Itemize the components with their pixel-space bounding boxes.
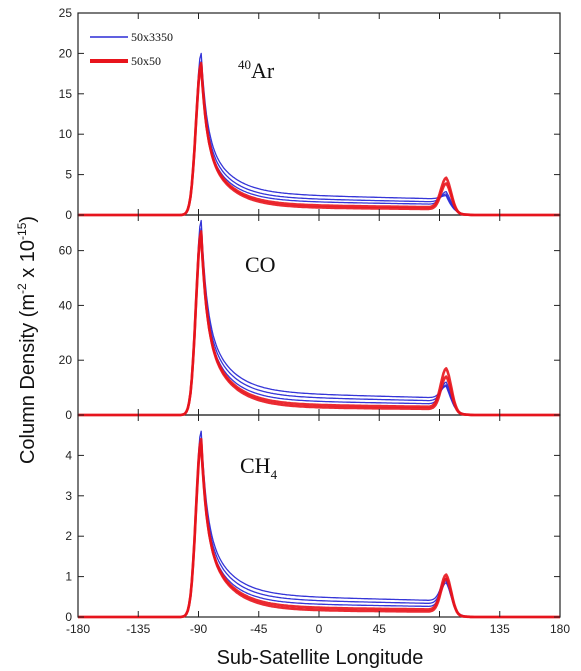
x-tick-label-4: 0 (316, 622, 323, 636)
series-line-co-4 (78, 230, 561, 417)
y-tick-label-co-1: 20 (59, 353, 73, 367)
x-tick-label-1: -135 (126, 622, 150, 636)
y-tick-label-ch4-4: 4 (65, 448, 72, 462)
x-tick-label-5: 45 (373, 622, 387, 636)
y-axis-title: Column Density (m-2 x 10-15) (15, 216, 39, 464)
series-line-co-3 (78, 232, 561, 417)
legend-label-50x50: 50x50 (131, 54, 161, 68)
y-tick-label-co-0: 0 (65, 408, 72, 422)
y-tick-label-ch4-2: 2 (65, 529, 72, 543)
x-tick-label-2: -90 (190, 622, 208, 636)
x-tick-label-0: -180 (66, 622, 90, 636)
series-line-co-1 (78, 228, 560, 416)
y-tick-label-argon-0: 0 (65, 208, 72, 222)
y-tick-label-argon-5: 25 (59, 6, 73, 20)
series-line-ch4-0 (78, 430, 560, 618)
y-axis-title-mid: x 10 (17, 240, 39, 283)
x-tick-label-3: -45 (250, 622, 268, 636)
axis-layer: 0 5 10 15 20 25 0 20 40 60 0 1 2 3 4 -180 -135 -90 -45 0 45 9… (59, 6, 571, 636)
y-tick-label-co-3: 60 (59, 244, 73, 258)
panel-frame-ch4 (77, 414, 561, 618)
panel-title-argon-main: Ar (251, 58, 275, 83)
x-axis-title: Sub-Satellite Longitude (217, 647, 424, 669)
series-line-argon-3 (78, 64, 561, 217)
series-line-argon-4 (78, 61, 561, 217)
y-tick-label-ch4-0: 0 (65, 610, 72, 624)
y-tick-label-argon-4: 20 (59, 46, 73, 60)
series-line-ch4-4 (78, 437, 561, 619)
panel-title-ch4-sub: 4 (271, 467, 278, 482)
y-axis-title-start: Column Density (m (17, 294, 39, 464)
y-tick-label-argon-3: 15 (59, 87, 73, 101)
y-tick-label-argon-2: 10 (59, 127, 73, 141)
series-layer (78, 52, 561, 619)
panel-title-ch4: CH4 (240, 453, 278, 482)
legend-label-50x3350: 50x3350 (131, 30, 173, 44)
y-tick-label-ch4-3: 3 (65, 489, 72, 503)
panel-title-co: CO (245, 252, 276, 277)
panel-title-ch4-main: CH (240, 453, 271, 478)
series-line-argon-2 (78, 68, 560, 216)
y-tick-label-ch4-1: 1 (65, 570, 72, 584)
y-axis-title-end: ) (17, 216, 39, 223)
legend: 50x3350 50x50 (90, 30, 173, 68)
y-axis-title-exp2: -15 (15, 222, 29, 240)
series-line-ch4-1 (78, 438, 560, 618)
y-tick-label-co-2: 40 (59, 298, 73, 312)
series-line-ch4-3 (78, 441, 561, 619)
series-line-argon-1 (78, 60, 560, 216)
y-tick-label-argon-1: 5 (65, 168, 72, 182)
x-tick-label-6: 90 (433, 622, 447, 636)
panel-title-co-main: CO (245, 252, 276, 277)
x-tick-label-7: 135 (490, 622, 510, 636)
series-line-co-2 (78, 236, 560, 416)
panel-title-argon: 40Ar (238, 57, 275, 83)
series-line-argon-0 (78, 52, 560, 216)
x-tick-label-8: 180 (550, 622, 570, 636)
panel-frame-co (77, 214, 561, 416)
panel-title-argon-sup: 40 (238, 57, 251, 72)
series-line-ch4-2 (78, 446, 560, 618)
y-axis-title-exp1: -2 (15, 283, 29, 294)
series-line-co-0 (78, 219, 560, 416)
